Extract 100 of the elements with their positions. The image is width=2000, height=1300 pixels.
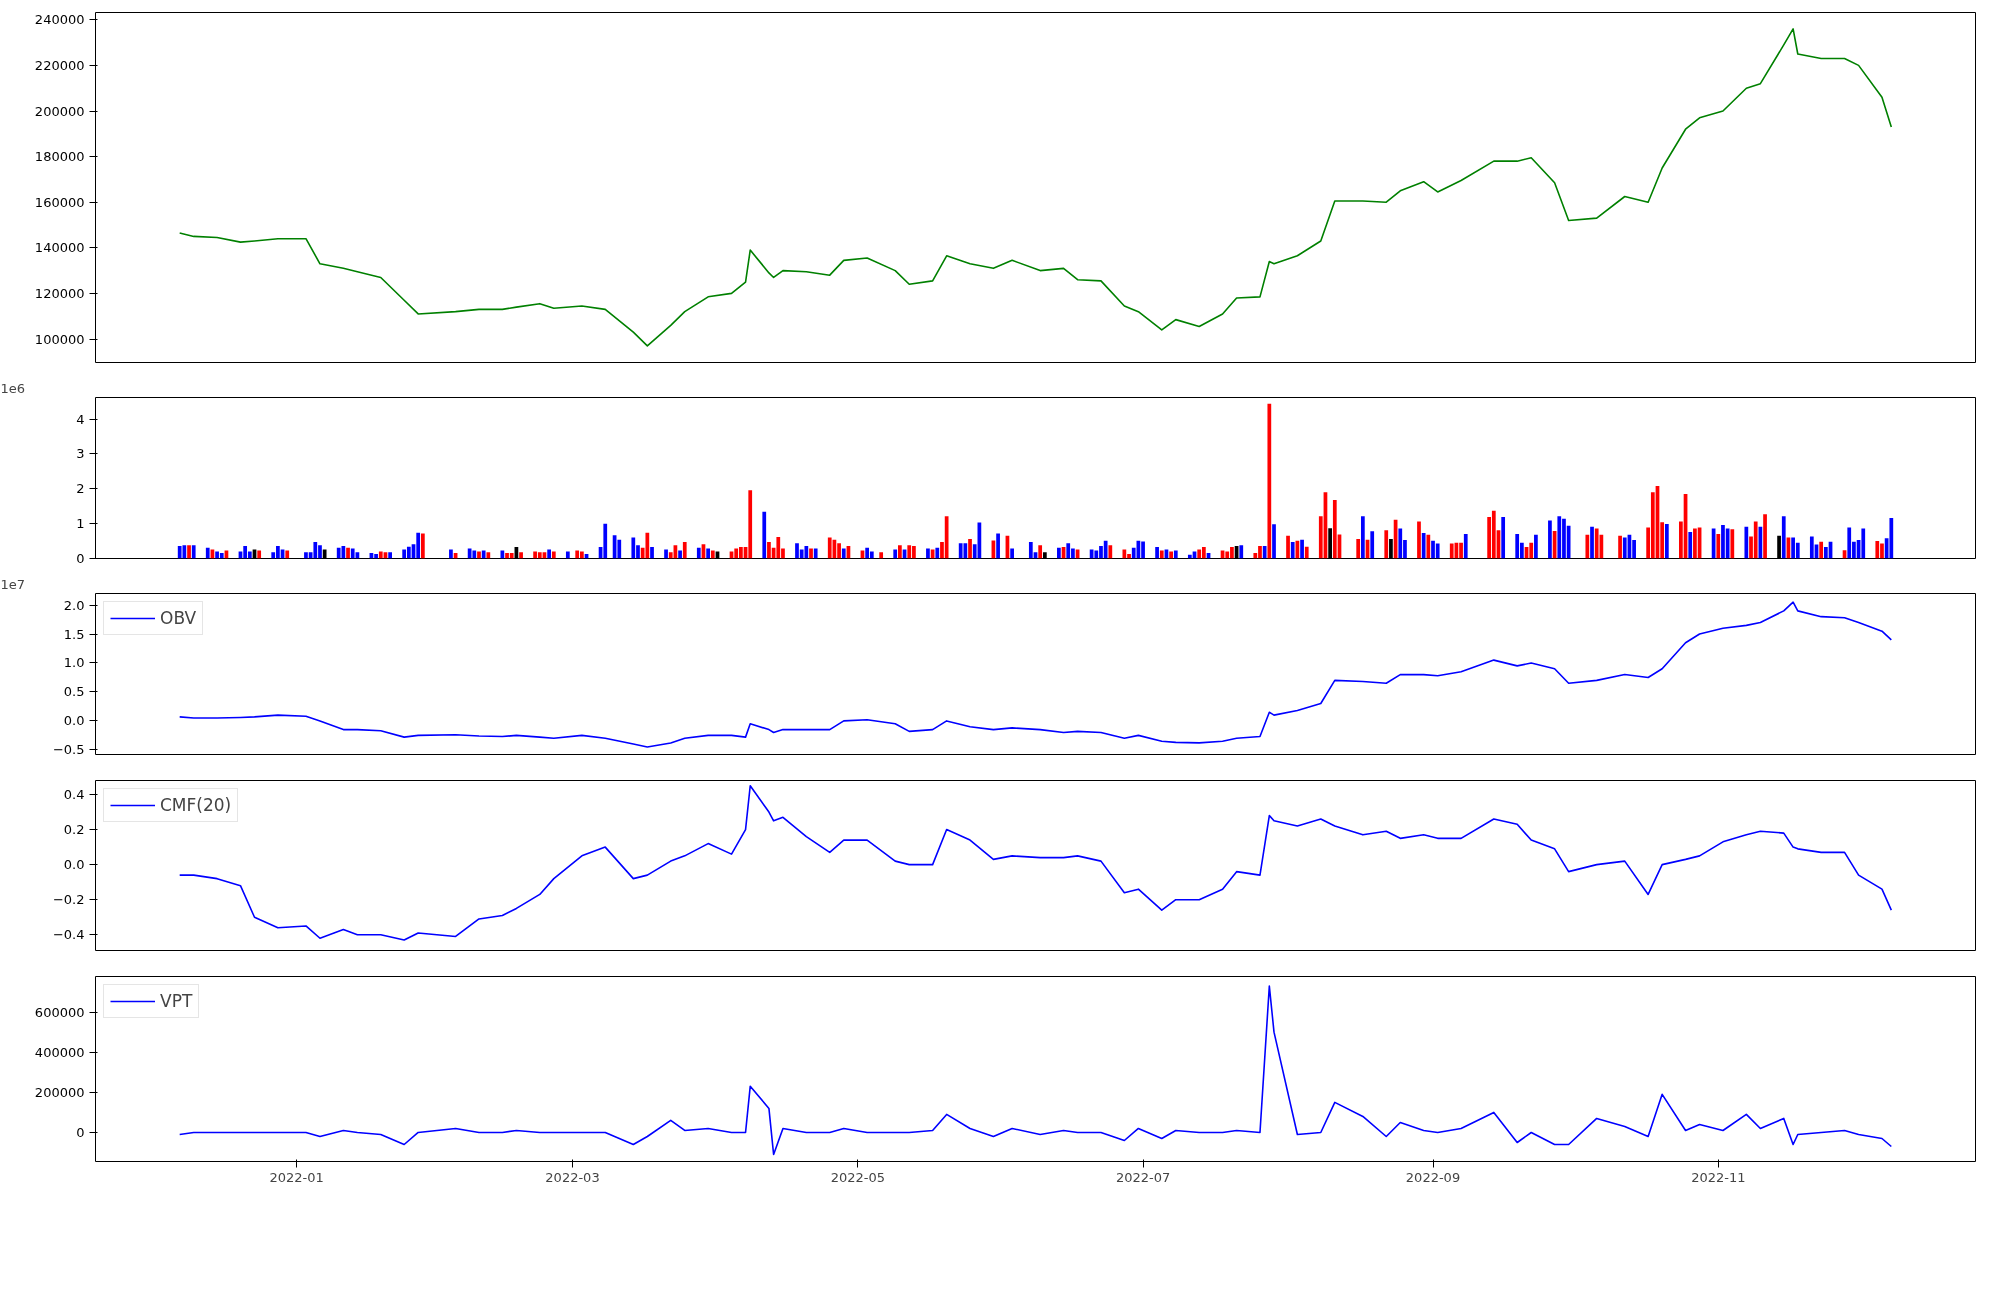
bar — [500, 550, 505, 559]
bar — [827, 537, 832, 559]
bar — [710, 550, 715, 559]
bar — [678, 550, 682, 559]
bar — [219, 552, 224, 559]
bar — [472, 550, 477, 559]
bar — [1384, 530, 1389, 559]
bar — [1622, 537, 1627, 559]
bar — [1304, 546, 1309, 559]
y-tick-label: 1.5 — [63, 626, 85, 642]
bar — [285, 550, 290, 559]
bar — [767, 542, 771, 559]
legend-label: VPT — [160, 991, 193, 1011]
bar — [1332, 499, 1337, 559]
bar — [1300, 539, 1304, 559]
bar — [1781, 516, 1786, 559]
bar — [645, 532, 650, 559]
bar — [1463, 534, 1468, 559]
bar — [1529, 542, 1534, 559]
bar — [467, 548, 472, 559]
bar — [313, 542, 318, 559]
bar — [1398, 528, 1403, 559]
y-tick-label: 100000 — [34, 331, 85, 347]
bar — [1370, 531, 1375, 559]
bar — [177, 545, 182, 559]
y-tick-label: −0.4 — [52, 927, 85, 943]
bar — [187, 545, 191, 559]
y-tick-label: 400000 — [34, 1044, 85, 1060]
y-tick-label: 200000 — [34, 103, 85, 119]
bar — [1042, 552, 1047, 559]
bar — [1290, 542, 1295, 559]
bar — [879, 552, 884, 559]
bar — [1763, 514, 1767, 559]
line-series — [178, 28, 1893, 347]
y-tick-label: 160000 — [34, 194, 85, 210]
bar — [1103, 540, 1108, 559]
bar — [1753, 521, 1758, 559]
y-tick-label: 1 — [76, 516, 85, 532]
legend-label: CMF(20) — [160, 795, 232, 815]
bar — [813, 548, 818, 559]
bar — [944, 516, 949, 559]
y-tick-label: 3 — [76, 446, 85, 462]
bar — [537, 552, 542, 559]
bar — [1693, 528, 1697, 559]
bar — [1590, 526, 1594, 559]
y-tick-label: 600000 — [34, 1004, 85, 1020]
bar — [1389, 538, 1393, 559]
y-tick-label: 180000 — [34, 149, 85, 165]
bar — [1459, 542, 1463, 559]
bar — [1744, 526, 1749, 559]
bar — [1010, 548, 1014, 559]
bar — [1889, 518, 1894, 559]
y-tick-label: 0 — [76, 551, 85, 566]
bar — [1449, 543, 1454, 559]
bar — [481, 550, 486, 559]
bar — [406, 546, 411, 559]
bar — [257, 550, 262, 559]
bar — [1239, 545, 1244, 559]
bar — [603, 523, 608, 559]
x-tick-label: 2022-01 — [269, 1169, 324, 1185]
bar — [449, 549, 453, 559]
bar — [509, 552, 514, 559]
bar — [1197, 549, 1202, 559]
legend-label: OBV — [160, 608, 197, 628]
text: 1e7 — [0, 576, 26, 592]
bar — [1861, 528, 1866, 559]
y-tick-label: −0.2 — [52, 892, 85, 908]
bar — [996, 533, 1000, 559]
bar — [1028, 542, 1033, 559]
bar — [402, 549, 407, 559]
bar — [893, 549, 898, 559]
bar — [1730, 529, 1735, 559]
bar — [378, 551, 383, 559]
bar — [1515, 534, 1520, 559]
bar — [243, 545, 248, 559]
x-tick-label: 2022-09 — [1405, 1169, 1461, 1185]
bar — [1066, 543, 1071, 559]
bar — [1225, 551, 1230, 559]
bar — [1155, 547, 1159, 559]
bar — [1141, 541, 1145, 559]
bar — [388, 552, 392, 559]
bar — [1501, 517, 1506, 559]
bar — [420, 533, 425, 559]
bar — [1435, 543, 1440, 559]
bar — [706, 548, 711, 559]
bar — [1716, 534, 1721, 559]
bar — [1421, 533, 1426, 559]
bar — [958, 543, 963, 559]
bar — [575, 550, 580, 559]
y-tick-label: 0.4 — [63, 787, 85, 803]
bar — [963, 543, 968, 559]
bar — [804, 545, 809, 559]
y-tick-label: 120000 — [34, 285, 85, 301]
bar — [907, 545, 912, 559]
bar — [631, 537, 636, 559]
x-tick-label: 2022-05 — [830, 1169, 885, 1185]
bar — [350, 548, 355, 559]
y-tick-label: 140000 — [34, 240, 85, 256]
bar — [696, 547, 701, 559]
y-tick-label: 200000 — [34, 1084, 85, 1100]
